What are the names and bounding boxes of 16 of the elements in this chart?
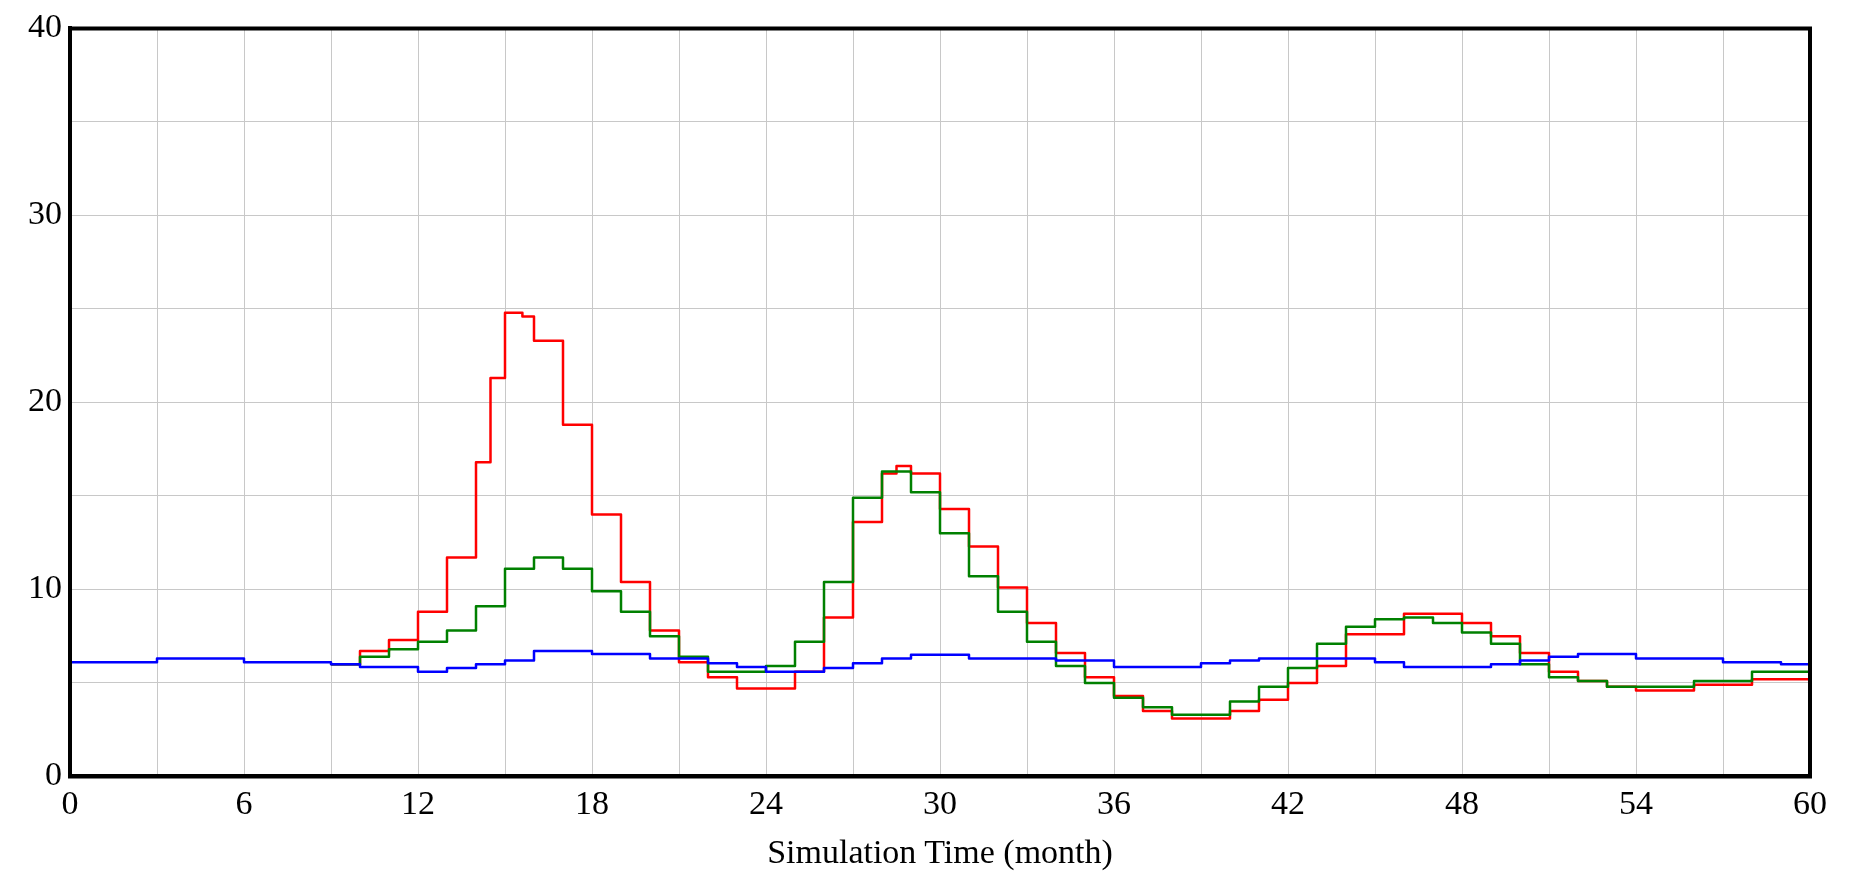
x-tick-label: 6 (235, 783, 253, 821)
x-tick-label: 60 (1793, 783, 1827, 821)
x-tick-label: 36 (1097, 783, 1131, 821)
x-axis-title: Simulation Time (month) (767, 832, 1113, 871)
y-tick-label: 0 (45, 755, 62, 793)
y-tick-label: 40 (28, 7, 62, 45)
x-tick-label: 54 (1619, 783, 1653, 821)
y-tick-label: 20 (28, 381, 62, 419)
x-tick-label: 12 (401, 783, 435, 821)
x-tick-label: 30 (923, 783, 957, 821)
x-tick-label: 42 (1271, 783, 1305, 821)
x-tick-label: 24 (749, 783, 783, 821)
x-tick-label: 48 (1445, 783, 1479, 821)
x-tick-label: 18 (575, 783, 609, 821)
y-tick-label: 10 (28, 568, 62, 606)
y-tick-label: 30 (28, 194, 62, 232)
